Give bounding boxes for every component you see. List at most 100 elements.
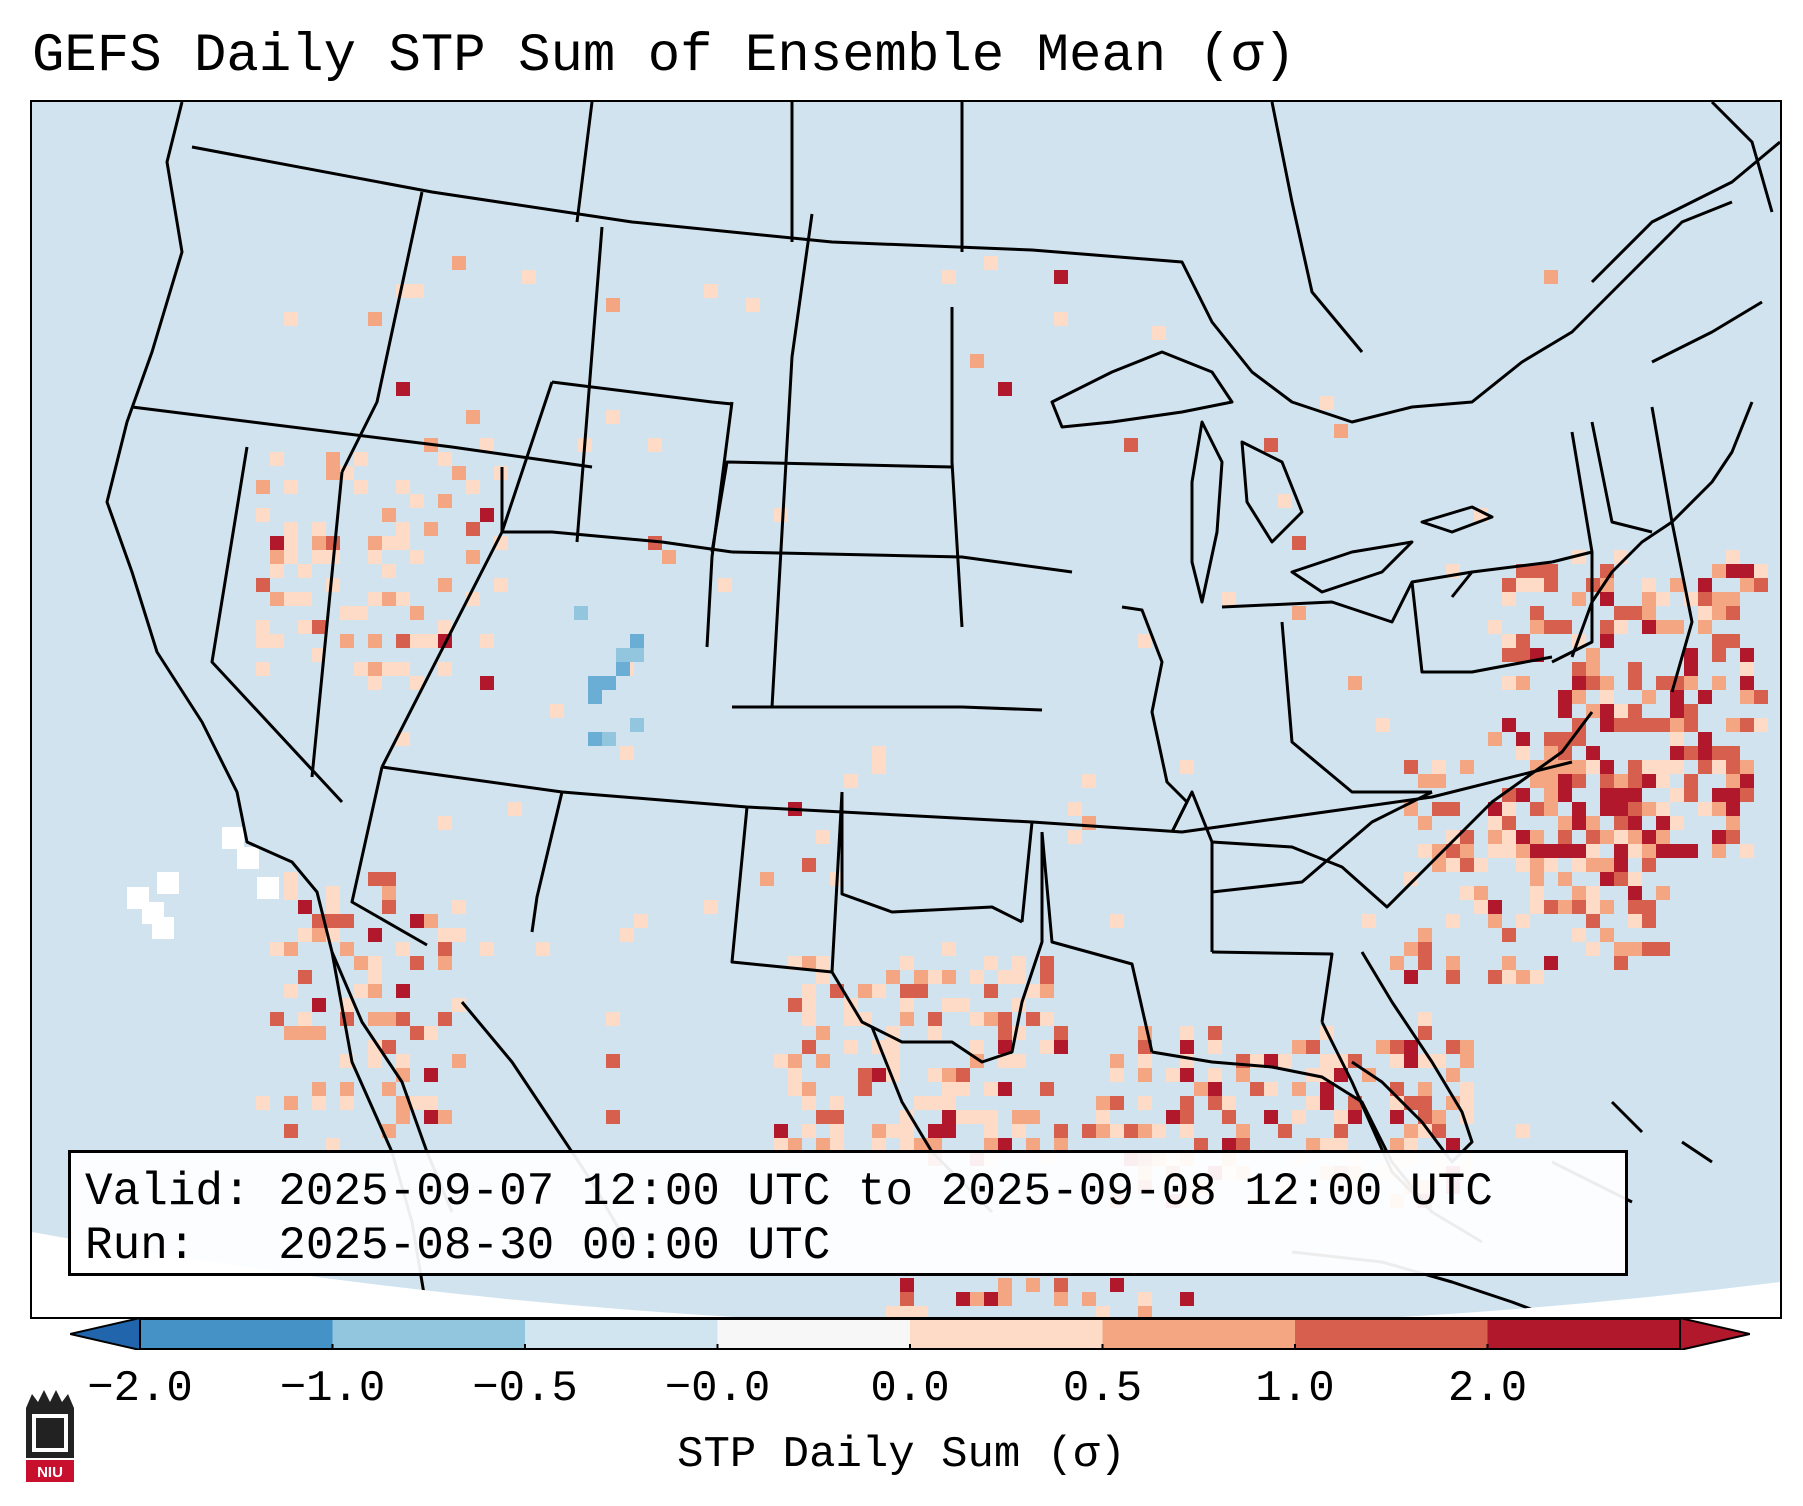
stp-cell xyxy=(928,1068,942,1082)
stp-cell xyxy=(1600,928,1614,942)
stp-cell xyxy=(1586,830,1600,844)
stp-cell xyxy=(1642,830,1656,844)
stp-cell xyxy=(340,1082,354,1096)
stp-cell xyxy=(774,1054,788,1068)
stp-cell xyxy=(984,1292,998,1306)
stp-cell xyxy=(1530,886,1544,900)
stp-cell xyxy=(1698,592,1712,606)
stp-cell xyxy=(1726,816,1740,830)
colorbar-tick-label: −0.0 xyxy=(664,1364,771,1414)
stp-cell xyxy=(340,914,354,928)
stp-cell xyxy=(1600,704,1614,718)
stp-cell xyxy=(340,606,354,620)
stp-cell xyxy=(1348,676,1362,690)
colorbar-bin-0 xyxy=(140,1318,333,1350)
stp-cell xyxy=(802,998,816,1012)
stp-cell xyxy=(438,956,452,970)
stp-cell xyxy=(1180,1068,1194,1082)
stp-cell xyxy=(1460,760,1474,774)
stp-cell xyxy=(424,914,438,928)
stp-cell xyxy=(480,508,494,522)
stp-cell xyxy=(1600,718,1614,732)
stp-cell xyxy=(1614,606,1628,620)
stp-cell xyxy=(816,1054,830,1068)
stp-cell xyxy=(830,1124,844,1138)
stp-cell xyxy=(326,900,340,914)
stp-cell xyxy=(1572,816,1586,830)
stp-cell xyxy=(872,1124,886,1138)
stp-cell xyxy=(1628,844,1642,858)
stp-cell xyxy=(1012,1054,1026,1068)
stp-cell xyxy=(1530,830,1544,844)
stp-cell xyxy=(774,1138,788,1152)
stp-cell xyxy=(1600,578,1614,592)
stp-cell xyxy=(256,480,270,494)
stp-cell xyxy=(326,914,340,928)
stp-cell xyxy=(928,1012,942,1026)
stp-cell xyxy=(1740,774,1754,788)
stp-cell xyxy=(1278,494,1292,508)
stp-cell xyxy=(256,620,270,634)
stp-cell-negative xyxy=(630,648,644,662)
stp-cell xyxy=(1740,844,1754,858)
stp-cell xyxy=(1460,1040,1474,1054)
stp-cell xyxy=(298,900,312,914)
stp-cell xyxy=(1446,1068,1460,1082)
stp-cell xyxy=(1502,844,1516,858)
stp-cell xyxy=(410,914,424,928)
stp-cell xyxy=(1404,1138,1418,1152)
valid-time-text: Valid: 2025-09-07 12:00 UTC to 2025-09-0… xyxy=(85,1166,1493,1218)
stp-cell xyxy=(452,900,466,914)
stp-cell xyxy=(1572,718,1586,732)
stp-cell xyxy=(1754,690,1768,704)
stp-cell xyxy=(928,1096,942,1110)
stp-cell xyxy=(452,256,466,270)
stp-cell xyxy=(284,886,298,900)
stp-cell xyxy=(802,1096,816,1110)
stp-cell xyxy=(998,1012,1012,1026)
colorbar-bin-1 xyxy=(332,1318,526,1350)
stp-cell xyxy=(1502,956,1516,970)
stp-cell xyxy=(1684,648,1698,662)
stp-cell xyxy=(1138,1068,1152,1082)
stp-cell-neutral xyxy=(257,877,279,899)
stp-cell xyxy=(270,550,284,564)
stp-cell xyxy=(312,928,326,942)
stp-cell xyxy=(942,1124,956,1138)
stp-cell xyxy=(298,592,312,606)
stp-cell xyxy=(998,1278,1012,1292)
stp-cell xyxy=(606,410,620,424)
stp-cell xyxy=(382,508,396,522)
stp-cell xyxy=(816,970,830,984)
stp-cell xyxy=(1642,718,1656,732)
stp-cell xyxy=(1082,816,1096,830)
stp-cell xyxy=(410,634,424,648)
stp-cell xyxy=(1558,774,1572,788)
stp-cell xyxy=(1558,900,1572,914)
stp-cell xyxy=(1054,1292,1068,1306)
stp-cell xyxy=(1586,900,1600,914)
stp-cell xyxy=(942,942,956,956)
stp-cell xyxy=(1698,760,1712,774)
stp-cell xyxy=(424,522,438,536)
stp-cell xyxy=(1726,746,1740,760)
stp-cell-negative xyxy=(574,606,588,620)
colorbar-bin-7 xyxy=(1487,1318,1681,1350)
stp-cell xyxy=(1054,1026,1068,1040)
stp-cell xyxy=(1040,1040,1054,1054)
stp-cell xyxy=(1726,634,1740,648)
stp-cell xyxy=(270,564,284,578)
stp-cell xyxy=(1726,718,1740,732)
stp-cell xyxy=(1250,1082,1264,1096)
stp-cell xyxy=(1544,858,1558,872)
lake-ontario xyxy=(1420,505,1494,534)
stp-cell xyxy=(1194,1138,1208,1152)
stp-cell xyxy=(1320,1096,1334,1110)
stp-cell xyxy=(998,1292,1012,1306)
stp-cell xyxy=(1460,858,1474,872)
stp-cell xyxy=(368,550,382,564)
stp-cell xyxy=(1614,788,1628,802)
stp-cell xyxy=(1628,830,1642,844)
stp-cell xyxy=(1530,564,1544,578)
stp-cell xyxy=(1600,592,1614,606)
